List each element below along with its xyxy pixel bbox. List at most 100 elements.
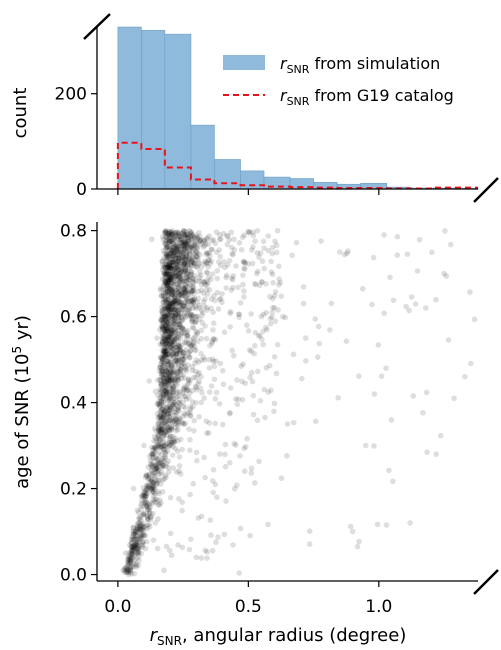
scatter-point (161, 250, 168, 256)
scatter-point (230, 272, 237, 279)
scatter-point (347, 523, 354, 530)
scatter-point (181, 260, 187, 266)
scatter-point (163, 299, 169, 305)
scatter-point (185, 280, 191, 286)
scatter-point (158, 382, 165, 388)
scatter-point (154, 461, 161, 468)
scatter-point (140, 512, 146, 518)
scatter-point (163, 228, 170, 234)
scatter-point (161, 449, 168, 455)
scatter-point (193, 234, 199, 241)
scatter-point (165, 464, 172, 471)
scatter-point (168, 377, 175, 384)
scatter-point (162, 271, 169, 278)
scatter-point (167, 417, 174, 424)
scatter-point (170, 299, 177, 305)
scatter-point (170, 256, 176, 263)
scatter-point (161, 414, 168, 421)
scatter-point (192, 239, 199, 246)
scatter-point (177, 369, 183, 375)
scatter-point (190, 275, 197, 282)
scatter-point (186, 313, 193, 319)
scatter-point (161, 432, 168, 439)
scatter-point (169, 270, 176, 277)
scatter-point (164, 265, 171, 271)
scatter-point (149, 454, 156, 460)
scatter-point (192, 368, 199, 375)
scatter-point (175, 252, 181, 259)
scatter-point (170, 280, 177, 287)
scatter-point (196, 369, 202, 376)
scatter-point (171, 269, 178, 275)
scatter-point (157, 427, 163, 433)
scatter-point (185, 350, 192, 356)
scatter-point (166, 302, 172, 308)
scatter-point (141, 532, 148, 539)
scatter-point (174, 357, 181, 364)
scatter-point (162, 280, 169, 286)
scatter-point (150, 492, 157, 499)
scatter-point (193, 554, 200, 561)
scatter-point (163, 415, 169, 422)
scatter-point (293, 239, 300, 246)
scatter-point (165, 278, 172, 284)
scatter-point (163, 543, 170, 550)
scatter-point (175, 255, 182, 262)
scatter-point (184, 298, 191, 305)
scatter-point (212, 420, 219, 427)
scatter-point (180, 350, 186, 356)
scatter-point (177, 301, 184, 308)
scatter-point (128, 547, 135, 554)
scatter-point (154, 392, 161, 399)
scatter-point (230, 352, 237, 359)
scatter-point (176, 303, 183, 309)
scatter-point (202, 258, 208, 265)
scatter-point (180, 388, 187, 394)
scatter-point (162, 322, 169, 329)
scatter-point (154, 411, 161, 417)
scatter-point (141, 490, 148, 497)
scatter-point (194, 331, 200, 337)
scatter-point (203, 259, 209, 266)
scatter-point (182, 256, 189, 263)
scatter-point (157, 430, 164, 437)
scatter-point (158, 415, 165, 421)
scatter-point (163, 388, 169, 394)
scatter-point (161, 414, 168, 421)
scatter-point (145, 485, 152, 492)
scatter-point (196, 378, 202, 385)
scatter-point (168, 291, 175, 297)
scatter-point (443, 273, 450, 279)
scatter-point (143, 502, 150, 509)
scatter-point (275, 282, 282, 288)
scatter-point (187, 377, 194, 383)
scatter-point (166, 337, 173, 344)
scatter-point (242, 260, 249, 266)
scatter-point (167, 372, 173, 378)
scatter-point (138, 503, 144, 509)
scatter-point (148, 478, 154, 484)
scatter-point (165, 333, 171, 340)
scatter-point (164, 315, 171, 321)
scatter-point (216, 401, 223, 407)
scatter-point (175, 327, 182, 333)
scatter-point (407, 520, 413, 526)
scatter-point (162, 240, 168, 247)
scatter-point (142, 496, 149, 502)
scatter-point (168, 338, 175, 345)
scatter-point (193, 241, 199, 247)
scatter-point (167, 309, 173, 315)
scatter-point (130, 524, 137, 531)
scatter-point (125, 571, 132, 578)
scatter-point (161, 323, 167, 329)
scatter-point (174, 344, 181, 351)
scatter-point (168, 362, 175, 369)
scatter-point (175, 231, 182, 238)
scatter-point (161, 276, 168, 283)
scatter-point (159, 317, 165, 324)
scatter-point (174, 374, 181, 380)
scatter-point (184, 275, 190, 281)
scatter-point (191, 260, 198, 266)
scatter-point (169, 419, 176, 426)
scatter-point (199, 389, 205, 396)
